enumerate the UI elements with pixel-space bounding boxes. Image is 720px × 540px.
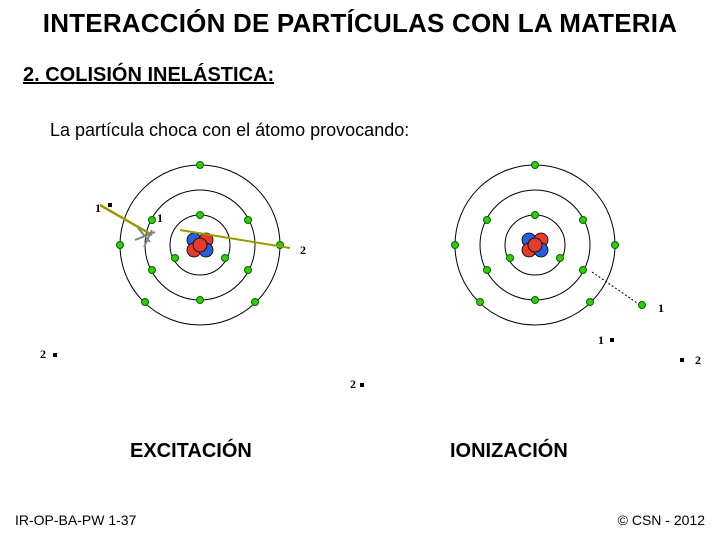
- lbl-r1a: 1: [658, 301, 664, 315]
- caption-left: EXCITACIÓN: [130, 440, 252, 463]
- slide-title: INTERACCIÓN DE PARTÍCULAS CON LA MATERIA: [40, 8, 680, 39]
- caption-right: IONIZACIÓN: [450, 440, 568, 463]
- electrons-right: [452, 162, 619, 306]
- lbl-2c: 2: [350, 377, 356, 391]
- atom-right: 1 1 2: [452, 162, 702, 368]
- eject-path: [592, 272, 640, 305]
- atom-left: 1 1 2 2 2: [40, 162, 364, 392]
- lead-text: La partícula choca con el átomo provocan…: [50, 120, 409, 141]
- diagram-area: 1 1 2 2 2: [0, 150, 720, 400]
- footer-right: © CSN - 2012: [618, 512, 705, 528]
- subtitle-text: 2. COLISIÓN INELÁSTICA:: [23, 64, 274, 87]
- lbl-1a: 1: [95, 201, 101, 215]
- ejected-electron: [639, 302, 646, 309]
- lbl-r2: 2: [695, 353, 701, 367]
- lbl-1b: 1: [157, 211, 163, 225]
- subtitle-box: 2. COLISIÓN INELÁSTICA:: [18, 60, 388, 90]
- nucleus-left: [187, 233, 213, 257]
- lbl-2a: 2: [300, 243, 306, 257]
- lbl-2b: 2: [40, 347, 46, 361]
- nucleus-right: [522, 233, 548, 257]
- lbl-r1b: 1: [598, 333, 604, 347]
- slide: INTERACCIÓN DE PARTÍCULAS CON LA MATERIA…: [0, 0, 720, 540]
- diagram-svg: 1 1 2 2 2: [0, 150, 720, 410]
- footer-left: IR-OP-BA-PW 1-37: [15, 512, 136, 528]
